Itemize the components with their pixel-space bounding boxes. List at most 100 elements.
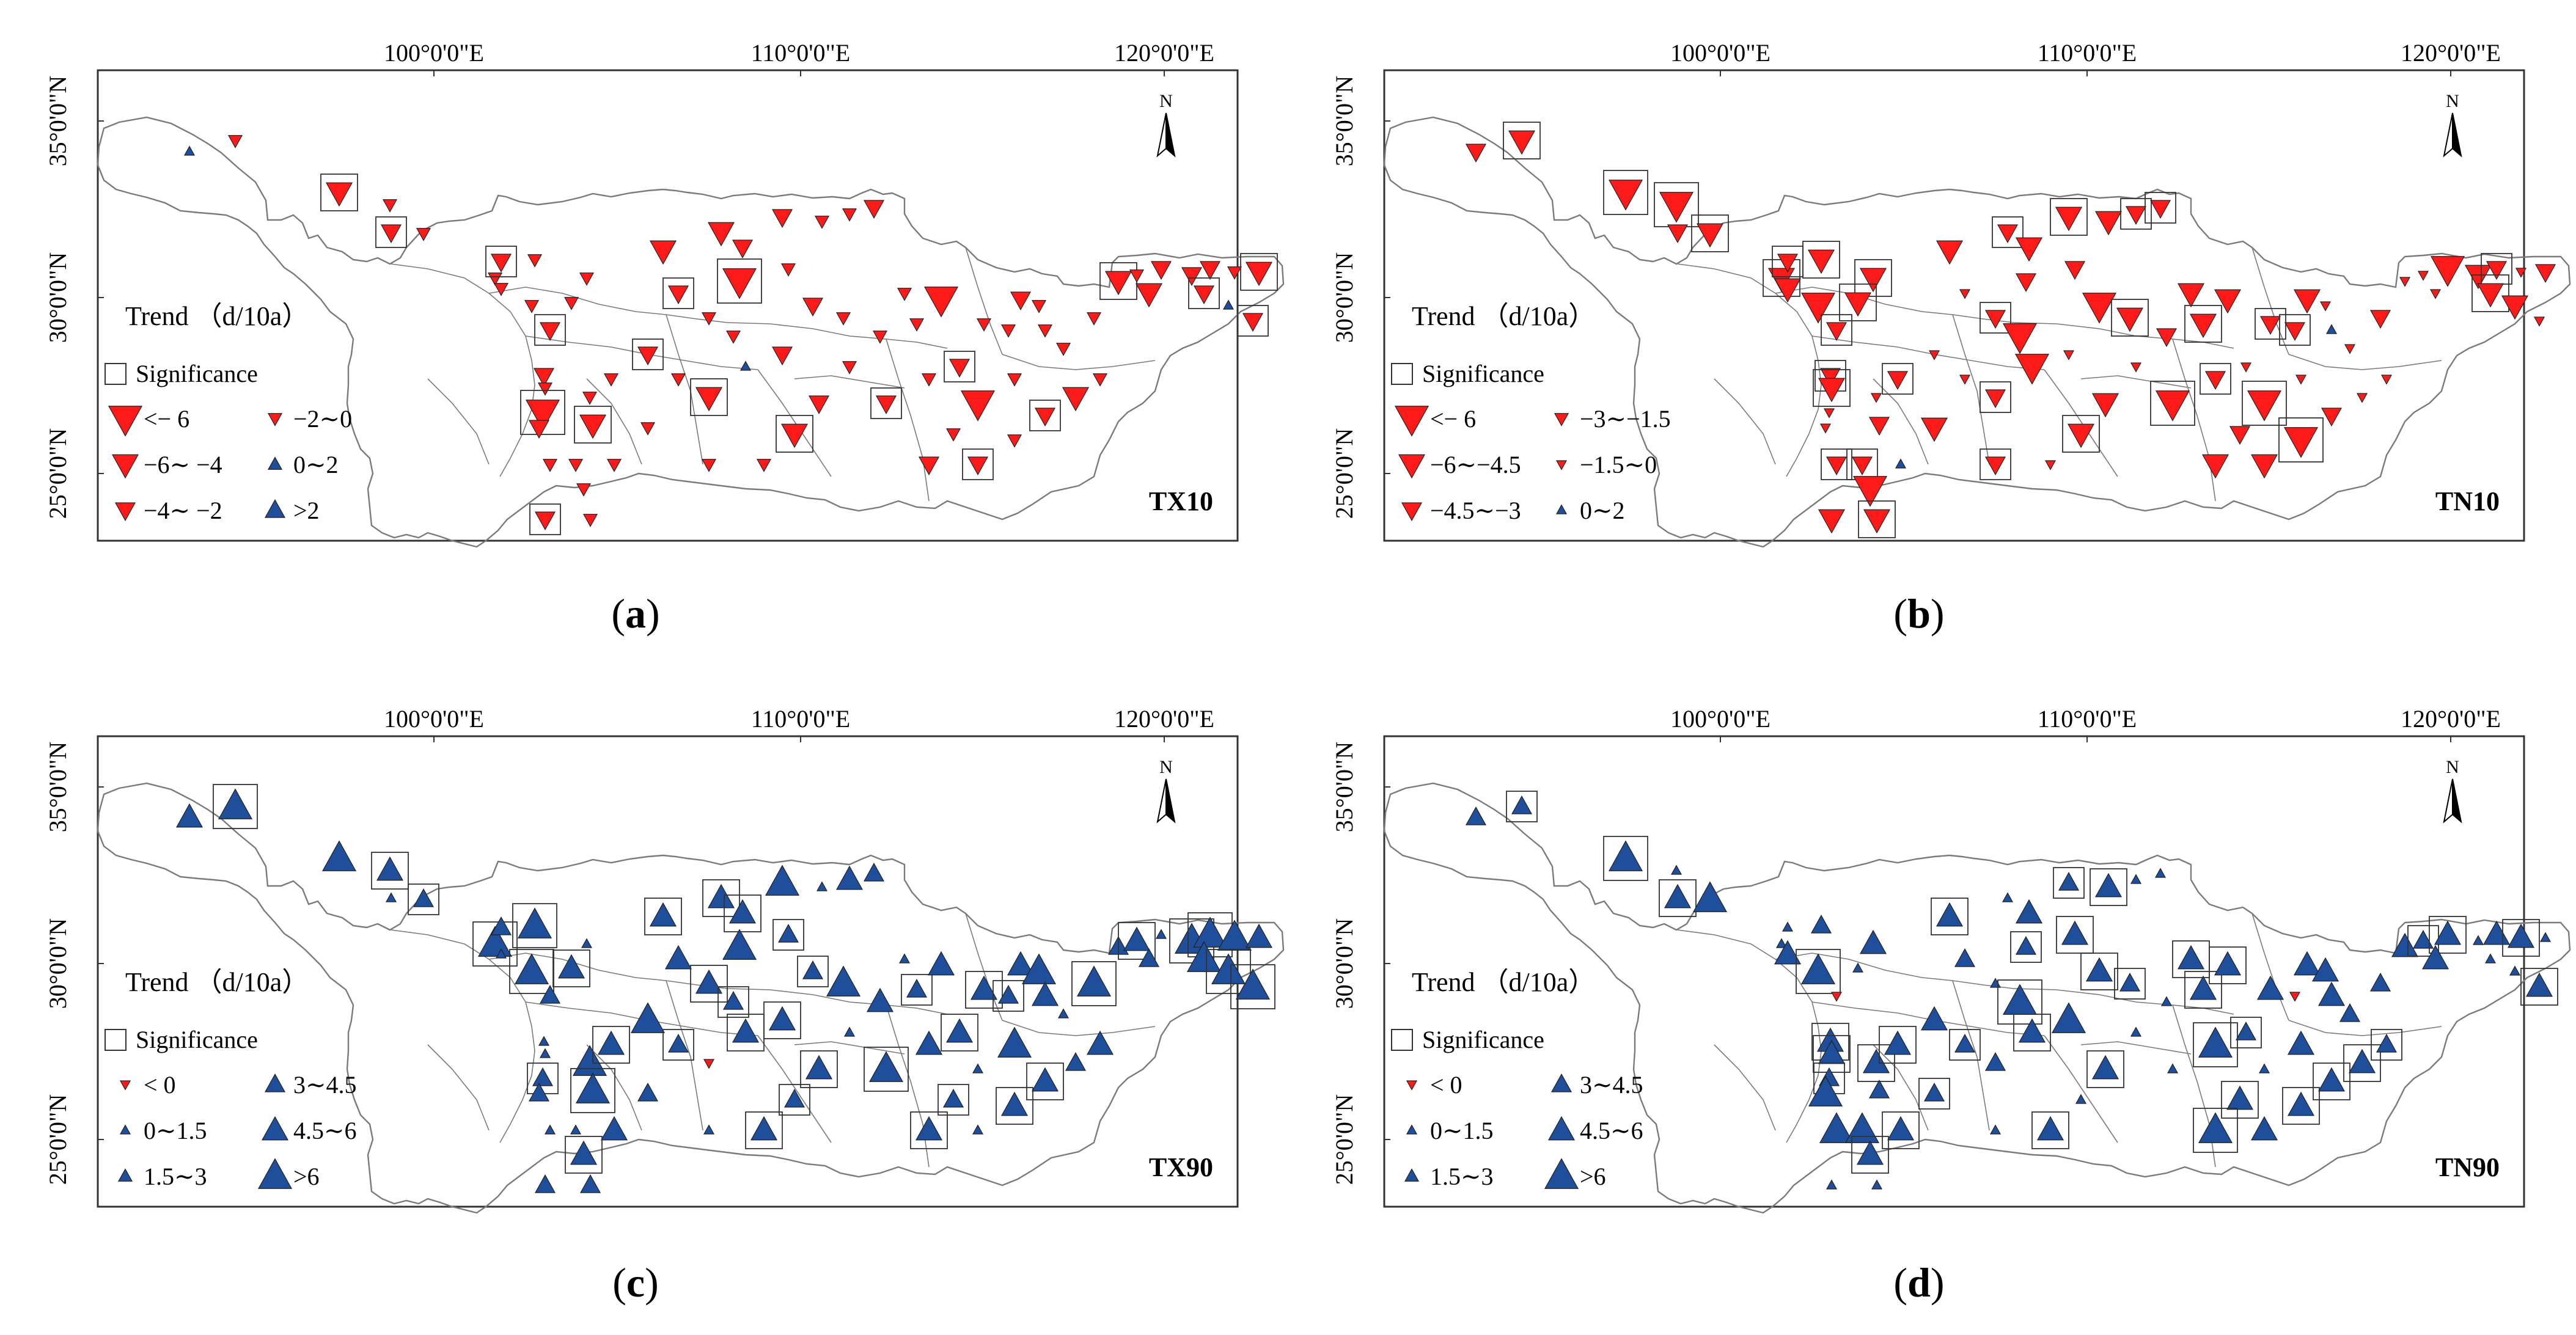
legend-symbol [119,1080,131,1091]
significance-box [864,1047,909,1092]
station-marker [570,1140,598,1165]
station-marker [2167,1063,2179,1073]
station-marker [2130,874,2142,884]
station-marker [490,916,512,935]
station-marker [527,254,543,268]
lat-tick-label: 25°0'0"N [44,428,72,519]
legend: Trend （d/10a） Significance <− 6 −6∼ −4 −4∼ −… [105,301,352,524]
station-marker [722,268,757,299]
station-marker [843,1026,856,1037]
station-marker [802,298,824,317]
station-marker [976,318,992,332]
significance-box [408,883,439,915]
station-marker [1774,940,1802,965]
station-marker [703,1124,715,1135]
legend-label: >2 [293,497,320,524]
station-marker [2311,957,2339,982]
significance-box [632,338,664,370]
panel-tn90: 100°0'0"E 110°0'0"E 120°0'0"E 35°0'0"N 30°0'… [1286,666,2573,1335]
station-marker [514,953,549,984]
significance-box [1821,314,1852,346]
station-marker [2051,1002,2086,1033]
sub-basin-boundary [2288,1020,2442,1036]
significance-box [1882,363,1914,395]
station-marker [2160,996,2173,1006]
station-marker [722,990,744,1010]
station-marker [918,456,940,476]
station-marker [1959,375,1971,385]
sub-basin-boundary [2080,1041,2192,1055]
station-marker [2036,1116,2064,1141]
station-marker [1086,1030,1114,1055]
station-marker [921,373,937,387]
legend-symbol [1404,1168,1420,1182]
station-marker [1000,324,1016,338]
significance-box [2343,1044,2381,1082]
sub-basin-boundary [727,988,948,1015]
legend-label: < 0 [144,1071,176,1099]
legend-label: 3∼4.5 [293,1071,357,1099]
station-marker [2149,200,2171,219]
station-marker [2055,207,2083,232]
legend-symbol [1398,454,1426,479]
legend: Trend （d/10a） Significance < 0 0∼1.5 1.5∼3 3∼… [105,967,357,1190]
significance-box [592,1026,630,1064]
station-marker [695,969,723,994]
station-marker [695,387,723,412]
station-marker [218,788,253,819]
station-marker [321,840,357,871]
sub-basin-boundary [666,980,703,1131]
significance-box [213,784,258,829]
station-marker [572,1045,607,1076]
north-label: N [1159,757,1173,777]
station-marker [814,216,830,229]
significance-box [1659,879,1697,917]
station-marker [524,300,540,313]
station-marker [1826,1179,1838,1190]
legend-symbol [1554,413,1569,426]
station-marker [2376,1033,2398,1053]
station-marker [2015,273,2037,293]
significance-box [2230,1017,2262,1048]
lat-tick-label: 35°0'0"N [1330,76,1358,166]
station-marker [923,287,959,318]
station-marker [542,459,558,472]
station-marker [539,984,561,1004]
lat-tick-label: 35°0'0"N [44,76,72,166]
station-marker [1928,350,1940,360]
station-marker [575,1072,611,1103]
station-marker [875,395,897,415]
significance-box [1992,216,2024,248]
significance-box [717,258,762,304]
station-marker [2484,953,2497,964]
significance-box [2114,968,2146,1000]
station-marker [495,948,507,959]
station-marker [863,862,885,882]
station-marker [771,209,793,229]
station-marker [2155,390,2190,422]
significance-box [1071,961,1117,1006]
legend-label: 4.5∼6 [1580,1117,1643,1144]
station-marker [385,892,397,902]
station-marker [493,283,509,296]
station-marker [2119,972,2141,992]
station-marker [2356,393,2368,403]
station-marker [2319,301,2332,312]
significance-box [2050,198,2088,236]
significance-box [800,1050,838,1088]
lon-tick-label: 120°0'0"E [1114,39,1214,67]
station-marker [1150,261,1172,280]
significance-box [763,1001,801,1039]
station-marker [1863,509,1891,534]
significance-box [797,956,829,987]
significance-box [1879,1026,1917,1064]
significance-box [1237,305,1269,337]
legend-title: Trend （d/10a） [125,301,309,331]
significance-box [472,921,518,967]
significance-box [2086,1050,2124,1088]
station-marker [2515,268,2527,278]
station-marker [2369,972,2391,992]
legend-label: 1.5∼3 [144,1163,207,1190]
station-marker [534,511,556,531]
sub-basin-boundary [1714,378,1776,465]
